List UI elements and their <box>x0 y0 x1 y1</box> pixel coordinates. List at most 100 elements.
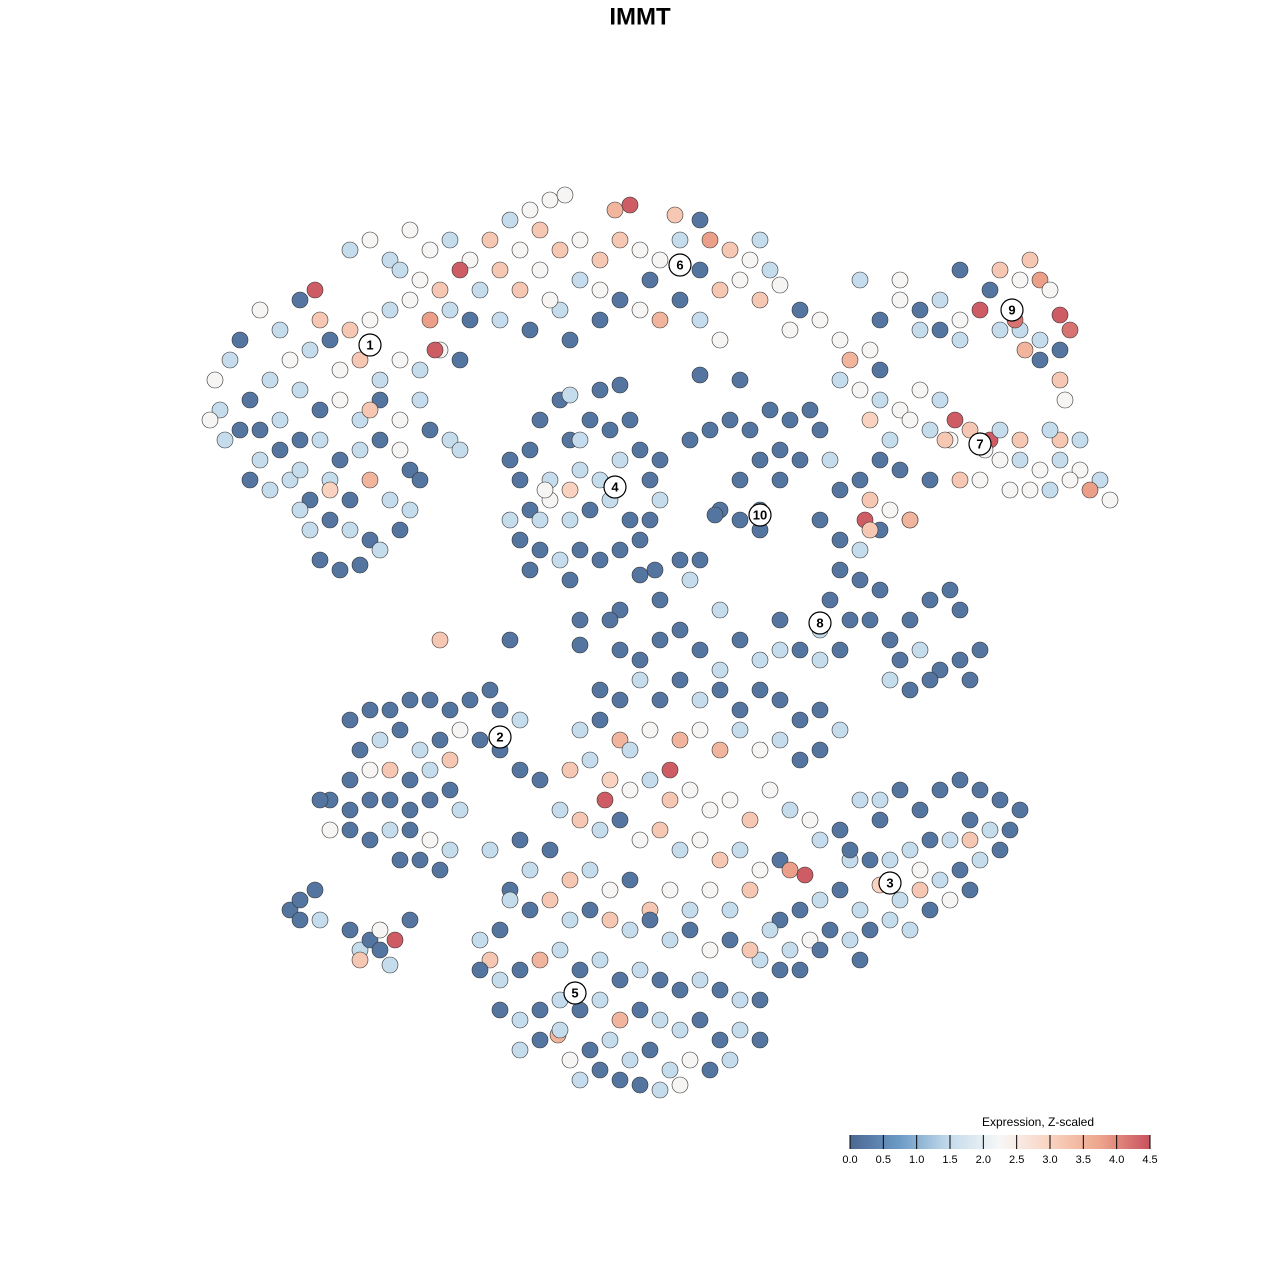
point <box>551 941 569 959</box>
point <box>931 661 949 679</box>
point <box>861 851 879 869</box>
point <box>541 291 559 309</box>
point <box>391 351 409 369</box>
point <box>811 511 829 529</box>
point <box>341 921 359 939</box>
point <box>411 271 429 289</box>
point <box>911 861 929 879</box>
point <box>1011 431 1029 449</box>
point <box>821 451 839 469</box>
point <box>306 281 324 299</box>
cluster-label: 5 <box>571 985 578 1000</box>
point <box>641 721 659 739</box>
point <box>351 741 369 759</box>
point <box>411 471 429 489</box>
point <box>871 451 889 469</box>
point <box>361 831 379 849</box>
point <box>351 556 369 574</box>
point <box>661 761 679 779</box>
point <box>441 701 459 719</box>
point <box>391 261 409 279</box>
point <box>581 751 599 769</box>
point <box>521 441 539 459</box>
point <box>961 881 979 899</box>
point <box>561 386 579 404</box>
point <box>601 771 619 789</box>
point <box>861 341 879 359</box>
point <box>751 991 769 1009</box>
point <box>426 341 444 359</box>
point <box>831 531 849 549</box>
point <box>371 391 389 409</box>
point <box>461 691 479 709</box>
point <box>1081 481 1099 499</box>
point <box>971 471 989 489</box>
point <box>271 441 289 459</box>
point <box>281 351 299 369</box>
point <box>521 501 539 519</box>
point <box>351 351 369 369</box>
point <box>721 901 739 919</box>
point <box>1061 321 1079 339</box>
point <box>511 1041 529 1059</box>
point <box>851 901 869 919</box>
point <box>341 521 359 539</box>
point <box>491 701 509 719</box>
point <box>881 431 899 449</box>
point <box>851 541 869 559</box>
point <box>501 451 519 469</box>
point <box>851 271 869 289</box>
point <box>771 441 789 459</box>
point <box>371 371 389 389</box>
point <box>381 761 399 779</box>
point <box>991 451 1009 469</box>
cluster-marker <box>603 475 627 499</box>
point <box>771 961 789 979</box>
cluster-marker <box>748 503 772 527</box>
cluster-label: 2 <box>496 729 503 744</box>
point <box>401 771 419 789</box>
point <box>781 321 799 339</box>
point <box>531 1001 549 1019</box>
point <box>591 251 609 269</box>
point <box>961 421 979 439</box>
point <box>601 881 619 899</box>
point <box>891 891 909 909</box>
point <box>1016 341 1034 359</box>
point <box>651 1011 669 1029</box>
point <box>921 471 939 489</box>
point <box>451 261 469 279</box>
point <box>931 871 949 889</box>
point <box>871 791 889 809</box>
point <box>381 956 399 974</box>
point <box>611 811 629 829</box>
cluster-marker <box>808 611 832 635</box>
point <box>521 321 539 339</box>
point <box>491 311 509 329</box>
point <box>911 801 929 819</box>
point <box>651 691 669 709</box>
point <box>706 506 724 524</box>
point <box>501 511 519 529</box>
colorbar-tick-label: 0.0 <box>842 1154 857 1166</box>
point <box>311 401 329 419</box>
point <box>941 891 959 909</box>
point <box>666 206 684 224</box>
point <box>611 231 629 249</box>
point <box>671 1076 689 1094</box>
point <box>791 901 809 919</box>
colorbar-tick-label: 0.5 <box>876 1154 891 1166</box>
point <box>931 321 949 339</box>
point <box>606 201 624 219</box>
point <box>751 651 769 669</box>
point <box>421 791 439 809</box>
point <box>901 511 919 529</box>
point <box>1041 281 1059 299</box>
point <box>861 611 879 629</box>
point <box>441 431 459 449</box>
point <box>631 651 649 669</box>
point <box>321 481 339 499</box>
point <box>511 241 529 259</box>
point <box>511 961 529 979</box>
point <box>241 471 259 489</box>
